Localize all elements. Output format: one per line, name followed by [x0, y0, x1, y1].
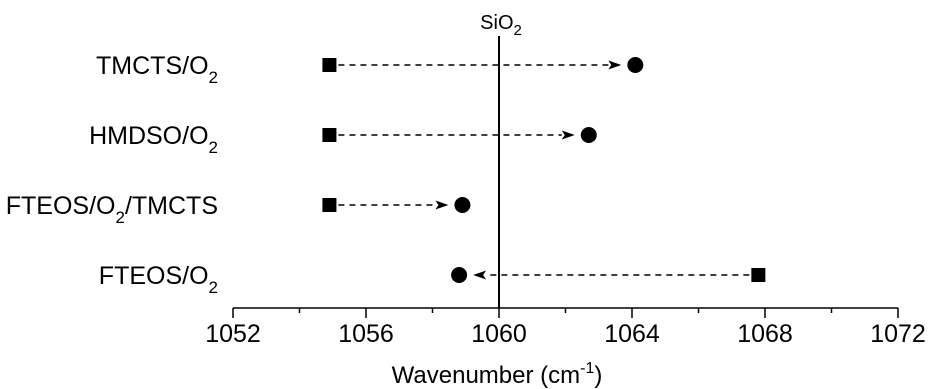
x-tick-label: 1068	[737, 320, 793, 348]
chart-row: HMDSO/O2	[89, 122, 597, 157]
category-label: TMCTS/O2	[96, 52, 218, 87]
x-tick-label: 1072	[870, 320, 926, 348]
chart-row: FTEOS/O2	[99, 262, 766, 297]
shift-arrow-head	[608, 60, 622, 70]
category-label: HMDSO/O2	[89, 122, 218, 157]
chart-row: FTEOS/O2/TMCTS	[6, 192, 471, 227]
shift-arrow-head	[435, 200, 449, 210]
sio2-reference-label: SiO2	[480, 12, 522, 39]
circle-marker	[454, 197, 471, 213]
square-marker	[322, 198, 337, 212]
x-axis-title: Wavenumber (cm-1)	[392, 360, 603, 389]
x-axis-ticks: 1052 1056 1060 1064 1068 1072	[205, 308, 926, 348]
square-marker	[322, 58, 337, 72]
x-tick-label: 1064	[604, 320, 660, 348]
chart-row: TMCTS/O2	[96, 52, 644, 87]
shift-arrow-head	[561, 130, 575, 140]
circle-marker	[627, 57, 644, 73]
category-label: FTEOS/O2/TMCTS	[6, 192, 218, 227]
x-tick-label: 1060	[471, 320, 527, 348]
x-tick-label: 1056	[338, 320, 394, 348]
square-marker	[322, 128, 337, 142]
circle-marker	[580, 127, 597, 143]
square-marker	[751, 268, 766, 282]
category-label: FTEOS/O2	[99, 262, 218, 297]
x-tick-label: 1052	[205, 320, 261, 348]
circle-marker	[451, 267, 468, 283]
chart-rows: TMCTS/O2 HMDSO/O2 FTEOS/O2/TMCTS FTEOS/O2	[6, 52, 766, 297]
shift-arrow-head	[473, 270, 487, 280]
